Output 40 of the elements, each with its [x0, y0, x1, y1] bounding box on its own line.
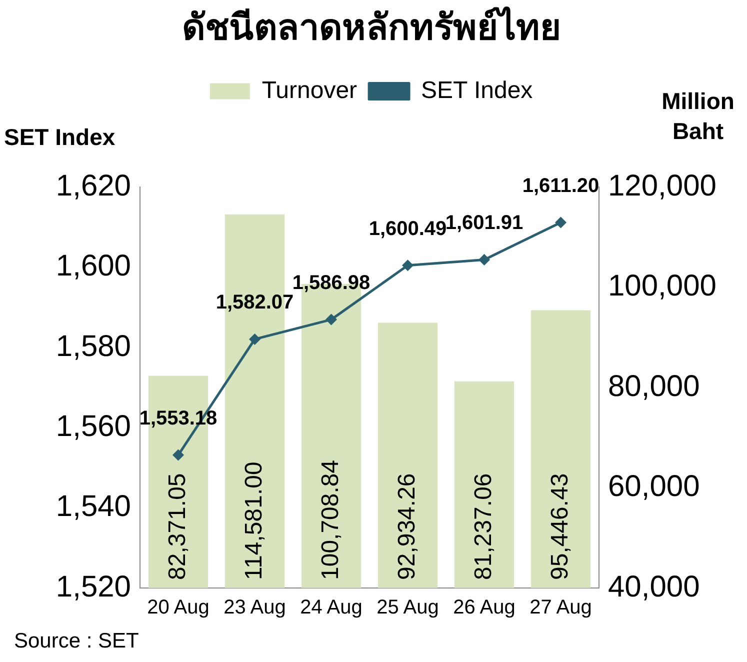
y-tick-label: 1,580: [56, 330, 131, 363]
point: [250, 334, 260, 344]
legend-label: SET Index: [421, 76, 533, 104]
data-label: 82,371.05: [164, 473, 191, 580]
y2-tick-label: 80,000: [608, 370, 700, 403]
y-tick-label: 1,520: [56, 570, 131, 604]
y2-axis-title: Million Baht: [662, 88, 734, 144]
x-tick-label: 23 Aug: [224, 596, 286, 619]
data-label: 92,934.26: [393, 473, 420, 580]
data-label: 81,237.06: [470, 473, 497, 580]
source-note: Source : SET: [14, 629, 140, 652]
y-axis-title: SET Index: [4, 124, 116, 150]
data-label: 114,581.00: [240, 462, 268, 580]
y2-tick-label: 100,000: [608, 270, 716, 303]
point: [556, 217, 566, 228]
data-label: 1,601.91: [445, 212, 524, 234]
data-label: 1,586.98: [292, 272, 370, 294]
x-tick-label: 26 Aug: [453, 596, 516, 619]
x-tick-label: 20 Aug: [147, 596, 210, 619]
data-label: 100,708.84: [316, 460, 344, 580]
y-tick-label: 1,600: [56, 250, 131, 283]
y-tick-label: 1,620: [56, 169, 131, 202]
x-tick-label: 24 Aug: [300, 596, 362, 619]
point: [173, 450, 184, 460]
data-label: 1,600.49: [368, 218, 447, 240]
point: [326, 314, 336, 325]
y2-tick-label: 120,000: [608, 169, 716, 202]
y2-tick-label: 60,000: [608, 470, 700, 504]
point: [479, 254, 490, 265]
data-label: 95,446.43: [546, 473, 574, 580]
data-label: 1,582.07: [216, 292, 294, 314]
point: [402, 260, 413, 271]
data-label: 1,611.20: [522, 174, 600, 197]
y-tick-label: 1,540: [56, 490, 131, 524]
legend-label: Turnover: [262, 76, 358, 104]
x-tick-label: 25 Aug: [376, 596, 439, 619]
y2-tick-label: 40,000: [608, 570, 700, 604]
chart-title: ดัชนีตลาดหลักทรัพย์ไทย: [182, 6, 561, 48]
x-tick-label: 27 Aug: [530, 596, 592, 619]
y-tick-label: 1,560: [56, 410, 131, 443]
